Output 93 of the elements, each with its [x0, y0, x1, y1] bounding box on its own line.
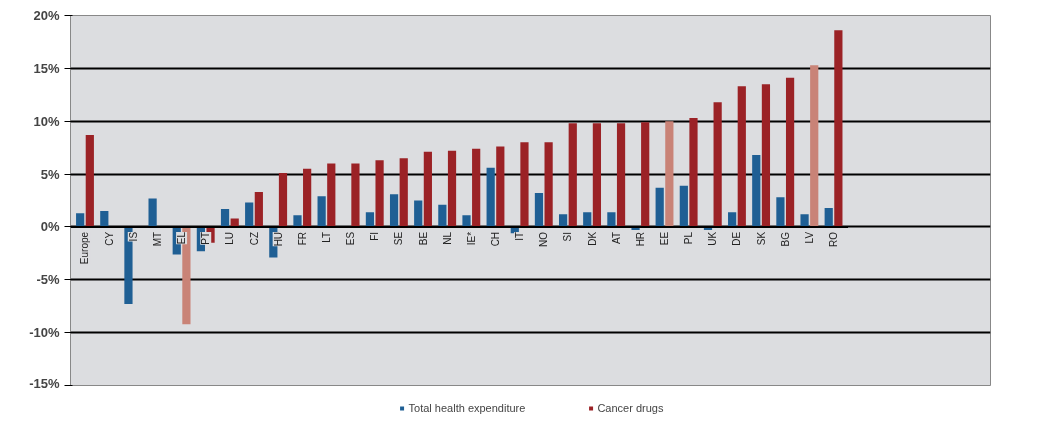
y-tick-label: 20%	[33, 8, 60, 23]
x-tick-label: MT	[151, 231, 163, 247]
bar	[752, 155, 761, 227]
bar	[616, 123, 626, 227]
bar	[317, 196, 326, 227]
bar	[375, 160, 384, 227]
bar	[834, 30, 843, 227]
y-tick-label: -10%	[29, 325, 60, 341]
x-tick-label: BE	[417, 231, 429, 246]
bar	[655, 187, 664, 227]
bar	[327, 163, 336, 227]
bar	[423, 151, 432, 227]
y-tick-label: -15%	[29, 375, 60, 391]
bar	[665, 121, 674, 227]
x-tick-label: BG	[779, 231, 791, 247]
bar	[558, 214, 568, 227]
x-tick-label: HR	[634, 231, 646, 247]
x-tick-label: DK	[586, 231, 598, 246]
bar	[583, 212, 592, 227]
x-tick-label: IT	[514, 231, 526, 241]
x-tick-label: IS	[127, 231, 139, 242]
bar	[568, 123, 577, 227]
bar	[278, 173, 288, 227]
x-tick-label: CZ	[248, 231, 260, 246]
bar	[800, 214, 809, 227]
bar	[438, 204, 447, 227]
bar	[810, 65, 819, 227]
x-tick-label: CH	[489, 231, 501, 247]
x-tick-label: SE	[393, 231, 405, 246]
y-tick-label: 5%	[40, 166, 60, 182]
bar	[220, 208, 230, 227]
y-tick-label: 15%	[33, 60, 60, 76]
bar	[689, 118, 698, 227]
x-tick-label: CY	[103, 231, 115, 246]
bar	[761, 84, 771, 227]
x-tick-label: UK	[707, 231, 719, 246]
bar	[824, 207, 833, 227]
y-tick-label: 0%	[40, 219, 60, 235]
bar	[462, 215, 471, 227]
bar	[293, 215, 302, 227]
x-tick-label: RO	[828, 231, 840, 247]
legend-label: Total health expenditure	[408, 401, 526, 414]
x-tick-label: NL	[441, 231, 453, 245]
x-tick-label: SI	[562, 231, 574, 242]
x-tick-label: EE	[659, 231, 671, 246]
bar	[303, 168, 312, 227]
bar	[245, 202, 254, 227]
x-tick-label: LT	[320, 231, 332, 243]
bar	[85, 134, 94, 227]
x-tick-label: DE	[731, 231, 743, 246]
x-tick-label: HU	[272, 231, 284, 247]
x-tick-label: LU	[224, 231, 236, 245]
bar	[399, 158, 408, 227]
bar	[472, 148, 481, 227]
x-tick-label: PT	[200, 231, 212, 245]
x-tick-label: LV	[803, 231, 815, 244]
bar	[100, 211, 109, 227]
x-tick-label: EL	[176, 231, 188, 245]
bar	[447, 150, 457, 227]
bar	[728, 212, 737, 227]
y-tick-label: -5%	[36, 272, 60, 288]
bar	[679, 185, 688, 227]
bar	[520, 142, 529, 227]
y-tick-label: 10%	[33, 113, 60, 129]
bar	[776, 197, 785, 227]
bar	[365, 212, 375, 227]
bar	[76, 213, 85, 227]
bar	[414, 200, 423, 227]
x-tick-label: IE*	[465, 231, 477, 246]
bar	[148, 198, 157, 227]
bar	[592, 123, 602, 227]
bar	[534, 193, 544, 227]
x-tick-label: FR	[296, 231, 308, 246]
bar	[607, 212, 616, 227]
x-tick-label: SK	[755, 231, 767, 246]
bar	[389, 194, 399, 227]
bar	[496, 146, 505, 227]
x-tick-label: Europe	[79, 231, 91, 265]
bar	[351, 163, 360, 227]
bar	[737, 86, 746, 227]
bar	[713, 102, 722, 227]
bar	[254, 192, 263, 227]
x-tick-label: AT	[610, 231, 622, 244]
bar	[641, 122, 650, 227]
bar	[544, 142, 553, 227]
x-tick-label: PL	[683, 231, 695, 245]
legend-label: Cancer drugs	[597, 401, 664, 414]
x-tick-label: FI	[369, 231, 381, 241]
bar	[230, 218, 239, 227]
bar	[785, 77, 795, 227]
x-tick-label: ES	[345, 231, 357, 246]
x-tick-label: NO	[538, 231, 550, 247]
bar	[486, 167, 495, 227]
